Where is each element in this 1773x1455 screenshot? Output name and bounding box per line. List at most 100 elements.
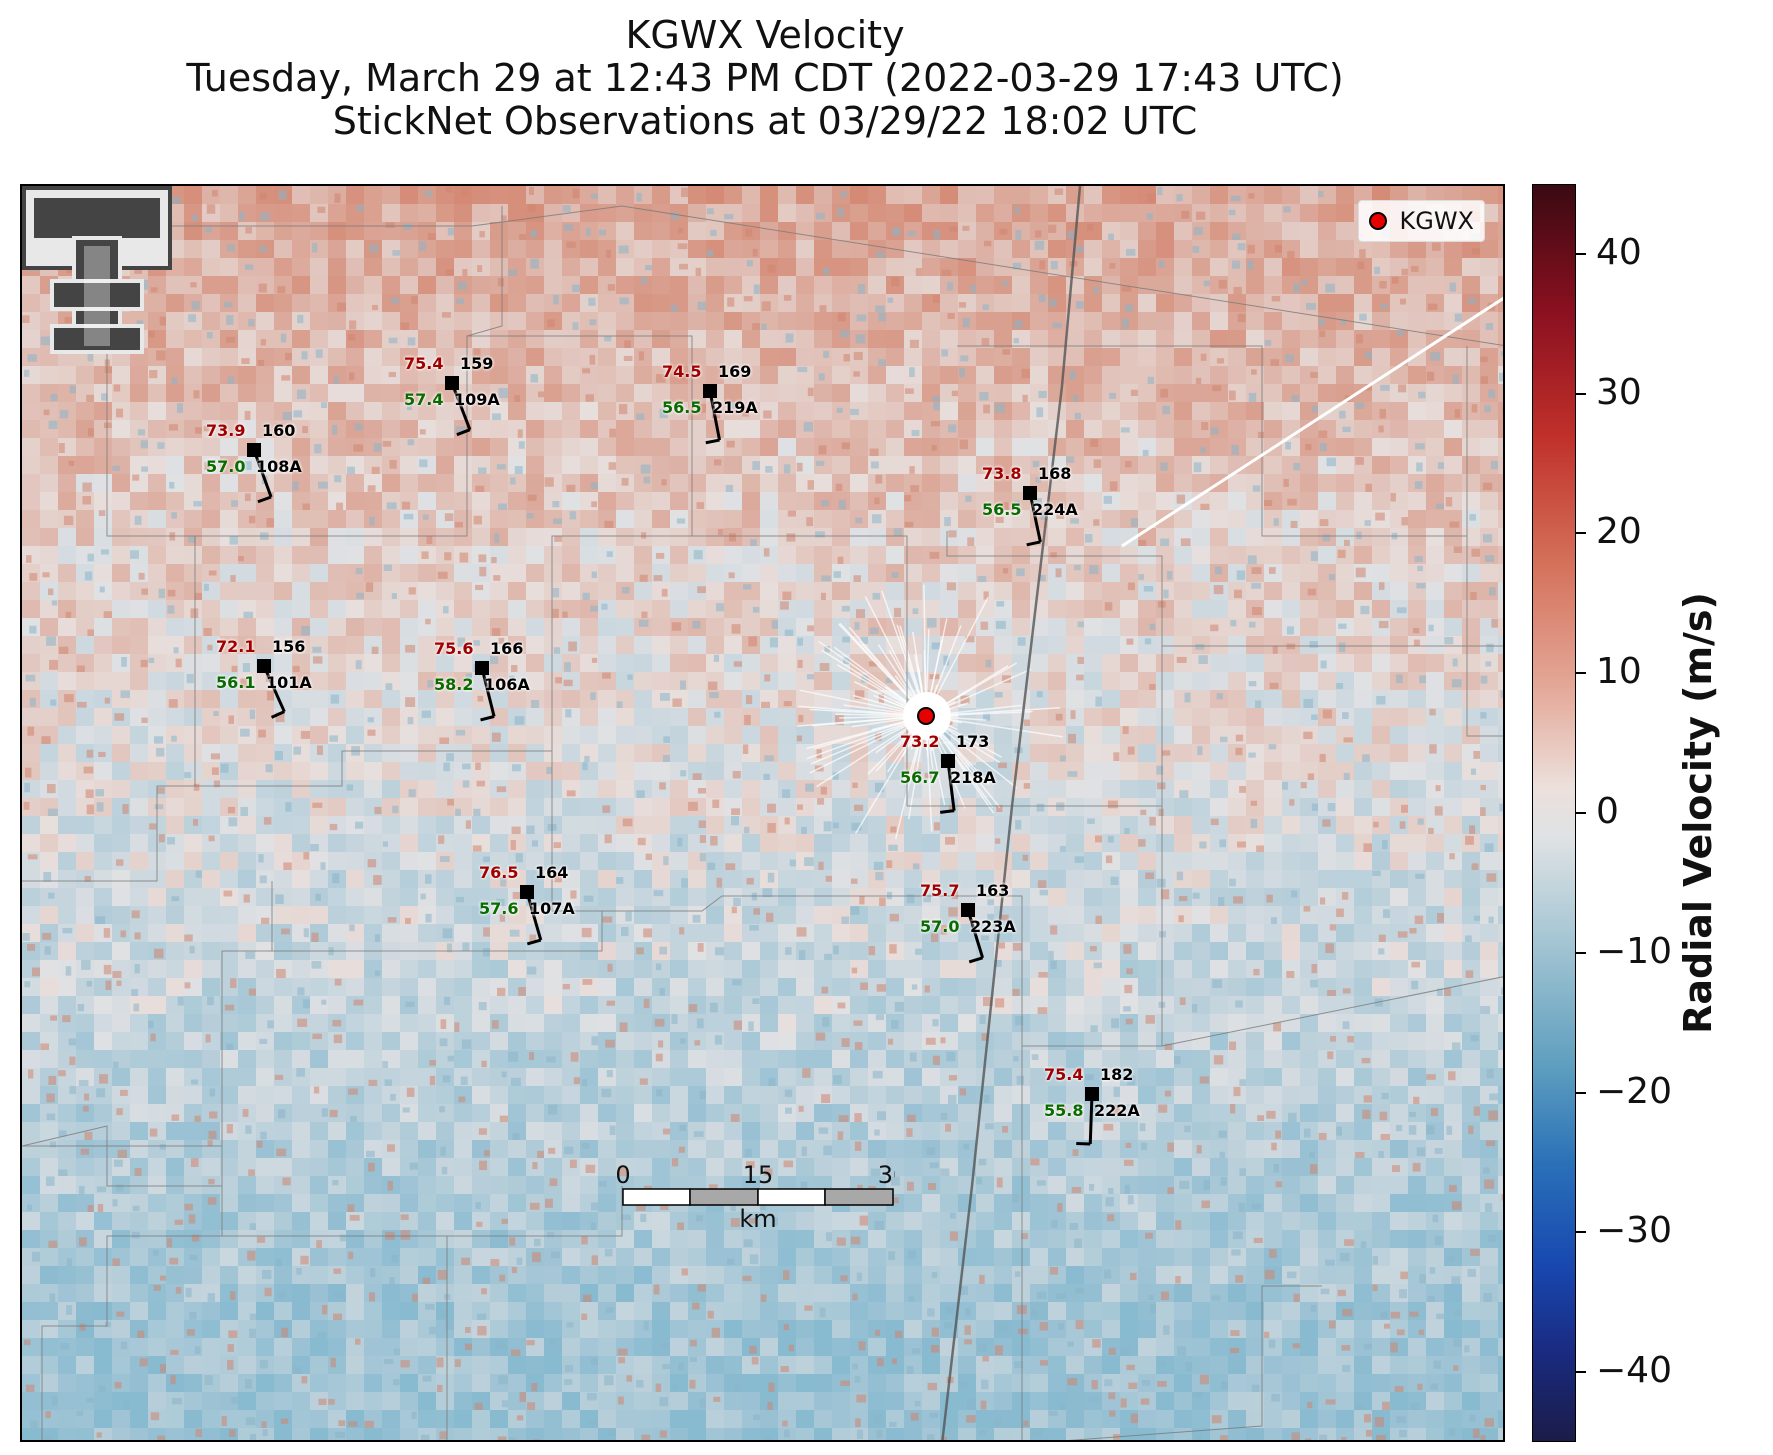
colorbar-tick bbox=[1576, 672, 1586, 675]
station-marker-icon bbox=[1023, 486, 1037, 500]
station-wind-dir: 156 bbox=[272, 637, 306, 656]
texas-tech-logo-icon bbox=[22, 186, 172, 354]
station-id: 218A bbox=[950, 768, 996, 787]
station-dewpoint: 58.2 bbox=[434, 675, 474, 694]
wind-barb-flag bbox=[456, 428, 471, 437]
station-temp: 73.9 bbox=[206, 421, 246, 440]
wind-barb-icon bbox=[480, 667, 496, 717]
station-marker-icon bbox=[703, 384, 717, 398]
station-marker-icon bbox=[475, 661, 489, 675]
station-id: 219A bbox=[712, 398, 758, 417]
legend-radar-marker-icon bbox=[1369, 212, 1388, 230]
station-109A[interactable] bbox=[445, 376, 472, 437]
station-temp: 75.4 bbox=[1044, 1065, 1084, 1084]
station-106A[interactable] bbox=[475, 661, 496, 722]
station-dewpoint: 56.5 bbox=[662, 398, 702, 417]
colorbar-tick-label: 0 bbox=[1596, 791, 1619, 832]
station-107A[interactable] bbox=[520, 885, 543, 946]
station-temp: 75.6 bbox=[434, 639, 474, 658]
wind-barb-icon bbox=[262, 665, 286, 713]
chart-title: KGWX Velocity Tuesday, March 29 at 12:43… bbox=[20, 14, 1510, 143]
colorbar-tick-label: 30 bbox=[1596, 371, 1642, 413]
colorbar-tick bbox=[1576, 812, 1586, 814]
station-marker-icon bbox=[520, 885, 534, 899]
station-wind-dir: 173 bbox=[956, 732, 990, 751]
wind-barbs bbox=[247, 376, 1099, 1146]
colorbar-tick-label: −20 bbox=[1596, 1070, 1672, 1112]
wind-barb-flag bbox=[270, 710, 285, 719]
colorbar-tick bbox=[1576, 1091, 1586, 1094]
beam-blockage bbox=[1121, 296, 1503, 548]
wind-barb-flag bbox=[940, 809, 955, 814]
title-line-1: KGWX Velocity bbox=[625, 13, 905, 57]
station-dewpoint: 57.0 bbox=[206, 457, 246, 476]
wind-barb-flag bbox=[526, 938, 542, 946]
colorbar-tick-label: −10 bbox=[1596, 930, 1672, 972]
colorbar-tick bbox=[1576, 392, 1586, 395]
station-wind-dir: 168 bbox=[1038, 464, 1072, 483]
map-legend: KGWX bbox=[1358, 200, 1485, 242]
colorbar-tick-label: 20 bbox=[1596, 511, 1642, 553]
scale-bar: 0 15 30 km bbox=[605, 1155, 895, 1235]
wind-barb-flag bbox=[968, 956, 984, 964]
station-marker-icon bbox=[445, 376, 459, 390]
station-wind-dir: 166 bbox=[490, 639, 524, 658]
radar-site-icon[interactable] bbox=[917, 707, 935, 725]
wind-barb-flag bbox=[1026, 540, 1041, 547]
station-dewpoint: 56.7 bbox=[900, 768, 940, 787]
wind-barb-flag bbox=[257, 495, 272, 504]
station-108A[interactable] bbox=[247, 443, 273, 504]
station-marker-icon bbox=[257, 659, 271, 673]
colorbar-tick-label: 10 bbox=[1596, 651, 1642, 693]
station-id: 224A bbox=[1032, 500, 1078, 519]
colorbar-tick bbox=[1576, 1371, 1586, 1374]
station-id: 109A bbox=[454, 390, 500, 409]
station-id: 222A bbox=[1094, 1101, 1140, 1120]
wind-barb-icon bbox=[450, 382, 472, 431]
station-marker-icon bbox=[941, 754, 955, 768]
station-101A[interactable] bbox=[257, 659, 286, 719]
colorbar-tick bbox=[1576, 532, 1586, 535]
station-temp: 72.1 bbox=[216, 637, 256, 656]
colorbar bbox=[1532, 184, 1576, 1442]
scale-label-15: 15 bbox=[743, 1161, 774, 1189]
colorbar-tick bbox=[1576, 951, 1586, 954]
colorbar-tick-label: −30 bbox=[1596, 1210, 1672, 1252]
station-temp: 75.7 bbox=[920, 881, 960, 900]
radar-map[interactable]: 75.4 159 57.4 109A 74.5 169 56.5 219A 73.9 160 57.… bbox=[20, 184, 1505, 1442]
station-219A[interactable] bbox=[703, 384, 722, 445]
station-223A[interactable] bbox=[961, 903, 985, 964]
station-id: 101A bbox=[266, 673, 312, 692]
station-id: 108A bbox=[256, 457, 302, 476]
station-marker-icon bbox=[961, 903, 975, 917]
station-224A[interactable] bbox=[1023, 486, 1042, 547]
station-dewpoint: 56.5 bbox=[982, 500, 1022, 519]
velocity-pixels bbox=[22, 186, 1503, 1440]
station-dewpoint: 55.8 bbox=[1044, 1101, 1084, 1120]
station-dewpoint: 57.6 bbox=[479, 899, 519, 918]
colorbar-tick-label: 40 bbox=[1596, 231, 1642, 273]
station-218A[interactable] bbox=[940, 754, 956, 814]
station-wind-dir: 182 bbox=[1100, 1065, 1134, 1084]
colorbar-tick bbox=[1576, 252, 1586, 255]
station-temp: 73.8 bbox=[982, 464, 1022, 483]
station-temp: 73.2 bbox=[900, 732, 940, 751]
state-border bbox=[941, 186, 1082, 1440]
scale-label-30: 30 bbox=[878, 1161, 895, 1189]
station-wind-dir: 164 bbox=[535, 863, 569, 882]
station-222A[interactable] bbox=[1076, 1087, 1099, 1146]
wind-barb-icon bbox=[525, 891, 543, 941]
station-id: 107A bbox=[529, 899, 575, 918]
station-marker-icon bbox=[247, 443, 261, 457]
station-temp: 74.5 bbox=[662, 362, 702, 381]
colorbar-label: Radial Velocity (m/s) bbox=[1676, 592, 1720, 1034]
wind-barb-icon bbox=[966, 909, 985, 959]
station-dewpoint: 57.4 bbox=[404, 390, 444, 409]
wind-barb-flag bbox=[480, 715, 495, 722]
title-line-3: StickNet Observations at 03/29/22 18:02 … bbox=[332, 99, 1198, 143]
station-wind-dir: 163 bbox=[976, 881, 1010, 900]
wind-barb-icon bbox=[946, 760, 956, 811]
colorbar-tick-label: −40 bbox=[1596, 1350, 1672, 1392]
legend-label: KGWX bbox=[1399, 207, 1474, 235]
scale-label-0: 0 bbox=[615, 1161, 630, 1189]
